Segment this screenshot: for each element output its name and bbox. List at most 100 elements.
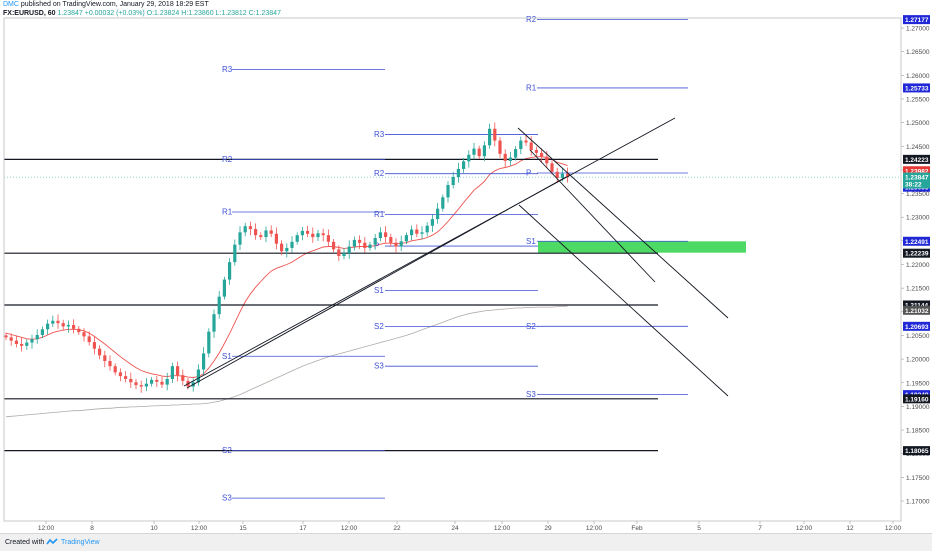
candle-body — [25, 342, 29, 346]
candle-body — [212, 314, 216, 332]
candle-body — [20, 343, 24, 346]
candle-body — [456, 168, 460, 177]
candle-body — [160, 381, 164, 385]
candle-body — [410, 229, 414, 236]
candle-body — [389, 237, 393, 243]
candle-body — [514, 149, 518, 158]
pivot-label-r1: R1 — [374, 210, 385, 219]
price-badge-label: 1.19160 — [905, 396, 929, 403]
candle-body — [129, 378, 133, 383]
x-tick-label: 29 — [544, 525, 552, 532]
pivot-label-s2: S2 — [222, 446, 232, 455]
candle-body — [472, 148, 476, 155]
x-tick-label: 12:00 — [494, 525, 511, 532]
open-value: O:1.23824 — [146, 10, 180, 17]
symbol-legend: FX:EURUSD, 60 1.23847 +0.00032 (+0.03%) … — [3, 10, 281, 17]
candle-body — [254, 229, 258, 236]
y-tick-label: 1.21500 — [906, 286, 930, 293]
candle-body — [300, 230, 304, 236]
x-tick-label: 7 — [758, 525, 762, 532]
pivot-label-r3: R3 — [222, 65, 233, 74]
y-tick-label: 1.26000 — [906, 73, 930, 80]
candle-body — [87, 336, 91, 343]
author-name[interactable]: DMC — [3, 1, 19, 8]
tradingview-brand-link[interactable]: TradingView — [61, 539, 100, 546]
price-badge — [903, 248, 930, 258]
candle-body — [378, 232, 382, 239]
candle-body — [40, 329, 44, 335]
ema-line — [5, 156, 568, 378]
candle-body — [113, 366, 117, 373]
candle-body — [108, 360, 112, 367]
y-tick-label: 1.23500 — [906, 191, 930, 198]
candle-body — [363, 242, 367, 248]
x-tick-label: 12:00 — [796, 525, 813, 532]
x-tick-label: 12:00 — [191, 525, 208, 532]
x-tick-label: 12 — [846, 525, 854, 532]
y-tick-label: 1.20500 — [906, 333, 930, 340]
publish-line: DMC published on TradingView.com, Januar… — [3, 1, 209, 8]
candle-body — [285, 247, 289, 252]
candle-body — [222, 279, 226, 297]
candle-body — [321, 233, 325, 236]
candle-body — [566, 173, 570, 177]
candle-body — [540, 152, 544, 157]
x-tick-label: 8 — [90, 525, 94, 532]
plot-frame — [3, 17, 902, 522]
x-tick-label: 10 — [150, 525, 158, 532]
candle-body — [477, 148, 481, 157]
candle-body — [316, 233, 320, 238]
symbol-name[interactable]: FX:EURUSD, 60 — [3, 10, 56, 17]
candle-body — [555, 171, 559, 178]
candle-body — [124, 376, 128, 379]
price-badge-label: 1.27177 — [905, 17, 929, 24]
candle-body — [394, 242, 398, 247]
publish-info: published on TradingView.com, January 29… — [20, 1, 209, 8]
price-badge — [903, 154, 930, 164]
x-tick-label: 5 — [697, 525, 701, 532]
candle-body — [399, 241, 403, 247]
candle-body — [451, 176, 455, 186]
price-badge — [903, 166, 930, 176]
price-badge-label: 1.24223 — [905, 157, 929, 164]
candle-body — [430, 219, 434, 226]
pivot-label-r3: R3 — [374, 130, 385, 139]
candle-body — [228, 262, 232, 280]
pivot-label-s3: S3 — [222, 494, 232, 503]
candle-body — [425, 225, 429, 233]
close-value: C:1.23847 — [248, 10, 281, 17]
pivot-label-r1: R1 — [222, 207, 233, 216]
candle-body — [358, 239, 362, 243]
x-tick-label: 17 — [299, 525, 307, 532]
trend-line — [529, 149, 656, 283]
x-tick-label: 22 — [393, 525, 401, 532]
candle-body — [482, 145, 486, 157]
candle-body — [243, 226, 247, 233]
price-badge-label: 38:22 — [905, 181, 922, 188]
x-tick-label: Feb — [631, 525, 643, 532]
pivot-label-s2: S2 — [526, 322, 536, 331]
candle-body — [134, 382, 138, 386]
candle-body — [352, 239, 356, 247]
y-tick-label: 1.17000 — [906, 499, 930, 506]
candle-body — [306, 230, 310, 234]
candle-body — [441, 197, 445, 209]
candle-body — [446, 185, 450, 198]
x-tick-label: 12:00 — [341, 525, 358, 532]
pivot-label-p: P — [374, 242, 379, 251]
y-tick-label: 1.19500 — [906, 380, 930, 387]
price-chart[interactable]: R3 R2 R1 S1 S2 S3 R3 R2 R1 P S1 S2 S3 R2 R1 P S1 S2 S3 1.1… — [0, 0, 932, 533]
candle-body — [534, 150, 538, 153]
tradingview-logo-icon[interactable] — [46, 538, 58, 546]
candle-body — [326, 235, 330, 242]
candle-body — [545, 156, 549, 164]
pivot-label-s3: S3 — [374, 362, 384, 371]
candle-body — [560, 173, 564, 178]
pivot-label-s2: S2 — [374, 322, 384, 331]
candle-body — [66, 325, 70, 327]
candle-body — [415, 229, 419, 234]
candle-body — [462, 161, 466, 169]
price-badge — [903, 83, 930, 93]
price-badge-label: 1.25733 — [905, 85, 929, 92]
